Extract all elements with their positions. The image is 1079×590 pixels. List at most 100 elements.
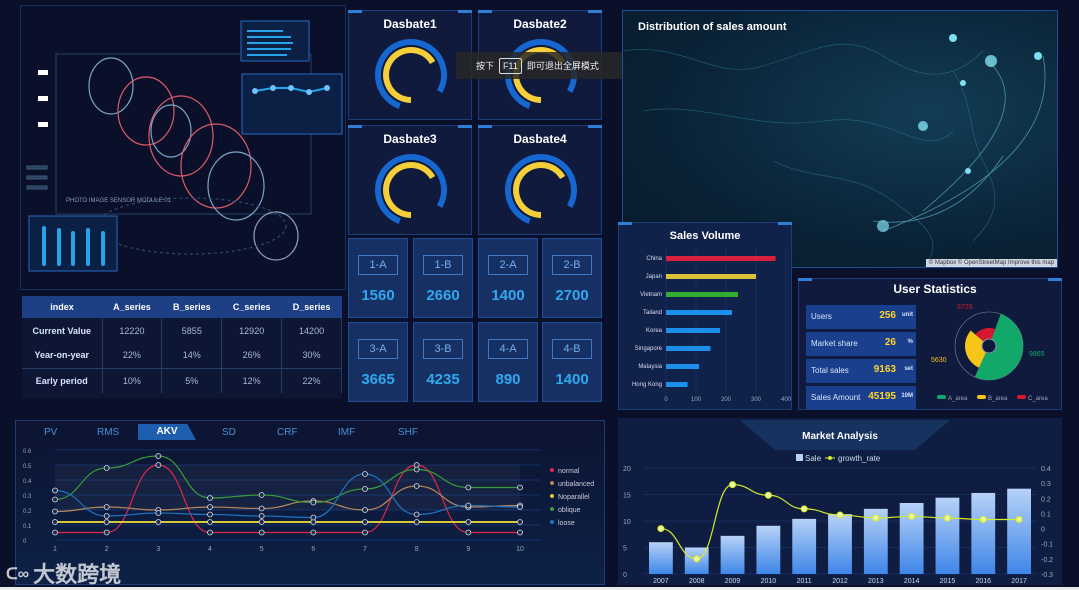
kpi-value: 4235 xyxy=(426,371,460,388)
legend-marker xyxy=(550,481,554,485)
tab-sd[interactable]: SD xyxy=(222,427,236,438)
table-row: Year-on-year 22% 14% 26% 30% xyxy=(22,343,342,368)
data-point xyxy=(52,496,58,503)
legend-label: growth_rate xyxy=(838,454,881,463)
y-tick-right: 0.2 xyxy=(1041,496,1051,503)
cell: 14% xyxy=(161,343,223,368)
y-tick-right: 0.3 xyxy=(1041,481,1051,488)
x-tick-label: 2007 xyxy=(653,578,669,585)
kpi-label: 3-B xyxy=(423,339,463,359)
gauge-inner-arc xyxy=(383,47,436,103)
data-point xyxy=(52,487,58,494)
gauge-title: Dasbate3 xyxy=(383,132,437,146)
stat-value: 26 xyxy=(884,337,896,348)
data-point xyxy=(729,481,737,489)
kpi-value: 1400 xyxy=(491,287,525,304)
bar xyxy=(971,492,996,574)
data-point xyxy=(465,529,472,536)
engine-illustration xyxy=(26,20,343,272)
cell: 12% xyxy=(221,367,283,393)
bar xyxy=(666,274,756,279)
header-cell: D_series xyxy=(281,296,342,318)
tab-pv[interactable]: PV xyxy=(44,427,58,438)
row-label: Year-on-year xyxy=(22,343,103,368)
map-title: Distribution of sales amount xyxy=(638,21,787,33)
data-point xyxy=(764,491,772,499)
data-point xyxy=(362,486,368,492)
cell: 14200 xyxy=(281,318,342,343)
category-label: Japan xyxy=(646,274,662,280)
data-point xyxy=(517,529,523,536)
x-tick-label: 9 xyxy=(466,546,470,553)
user-area-donut-chart: 9865 5630 3725 A_area B_area C_area xyxy=(931,304,1048,402)
y-tick-left: 20 xyxy=(623,466,631,473)
cell: 30% xyxy=(281,343,342,368)
category-label: Korea xyxy=(646,328,663,334)
data-point xyxy=(943,514,951,522)
notice-key: F11 xyxy=(499,57,522,74)
kpi-label: 2-B xyxy=(552,255,592,275)
header-cell: index xyxy=(22,296,102,318)
legend-label: Sale xyxy=(805,454,822,463)
category-label: China xyxy=(646,256,662,262)
data-point xyxy=(465,502,472,509)
map-attribution[interactable]: © Mapbox © OpenStreetMap Improve this ma… xyxy=(925,259,1057,267)
gauge-ring xyxy=(505,154,577,224)
kpi-card: 4-B 1400 xyxy=(542,322,602,402)
gauge-ring xyxy=(375,39,447,109)
gauge-ring xyxy=(375,154,447,224)
y-tick-left: 10 xyxy=(623,519,631,526)
legend-marker xyxy=(828,456,832,460)
x-tick-label: 400 xyxy=(781,397,792,403)
cell: 10% xyxy=(102,367,163,393)
y-tick-label: 0.1 xyxy=(23,524,32,530)
kpi-card: 2-A 1400 xyxy=(478,238,538,318)
stat-unit: % xyxy=(907,339,913,345)
data-point xyxy=(413,466,420,473)
x-tick-label: 2014 xyxy=(904,578,920,585)
data-point xyxy=(207,529,213,536)
x-tick-label: 1 xyxy=(53,546,57,553)
data-point xyxy=(517,484,523,491)
data-point xyxy=(207,504,213,510)
legend-label: B_area xyxy=(988,396,1008,402)
series-line-unbalanced xyxy=(54,485,521,513)
x-tick-label: 4 xyxy=(208,546,212,553)
kpi-card: 1-B 2660 xyxy=(413,238,473,318)
tab-shf[interactable]: SHF xyxy=(398,427,418,438)
cell: 22% xyxy=(102,343,163,368)
kpi-value: 2700 xyxy=(555,287,589,304)
kpi-value: 3665 xyxy=(361,371,395,388)
slice-C_area xyxy=(975,328,996,342)
y-tick-label: 0 xyxy=(23,539,27,545)
stat-row: Market share 26% xyxy=(806,332,916,356)
kpi-card: 3-B 4235 xyxy=(413,322,473,402)
y-tick-left: 0 xyxy=(623,572,627,579)
y-tick-right: 0.4 xyxy=(1041,466,1051,473)
y-tick-label: 0.3 xyxy=(23,494,32,500)
tab-imf[interactable]: IMF xyxy=(338,427,356,438)
legend-label: A_area xyxy=(948,396,968,402)
data-point xyxy=(693,555,701,563)
stat-unit: unit xyxy=(902,312,913,318)
data-point xyxy=(362,507,368,513)
legend-label: loose xyxy=(558,520,575,527)
series-line-oblique xyxy=(54,455,520,504)
tab-crf[interactable]: CRF xyxy=(277,427,298,438)
bar xyxy=(666,310,732,315)
kpi-label: 3-A xyxy=(358,339,398,359)
data-point xyxy=(258,519,265,525)
bar xyxy=(720,535,745,574)
table-row: Early period 10% 5% 12% 22% xyxy=(22,367,342,393)
legend-label: Noparallel xyxy=(558,494,590,501)
legend-label: oblique xyxy=(558,507,581,514)
data-point xyxy=(258,505,265,512)
data-point xyxy=(872,514,880,522)
notice-suffix: 即可退出全屏模式 xyxy=(526,61,599,71)
kpi-label: 1-B xyxy=(423,255,463,275)
tab-akv[interactable]: AKV xyxy=(138,424,196,440)
notice-prefix: 按下 xyxy=(476,61,495,71)
tab-rms[interactable]: RMS xyxy=(97,427,120,438)
data-point xyxy=(1015,515,1023,523)
kpi-label: 2-A xyxy=(488,255,528,275)
